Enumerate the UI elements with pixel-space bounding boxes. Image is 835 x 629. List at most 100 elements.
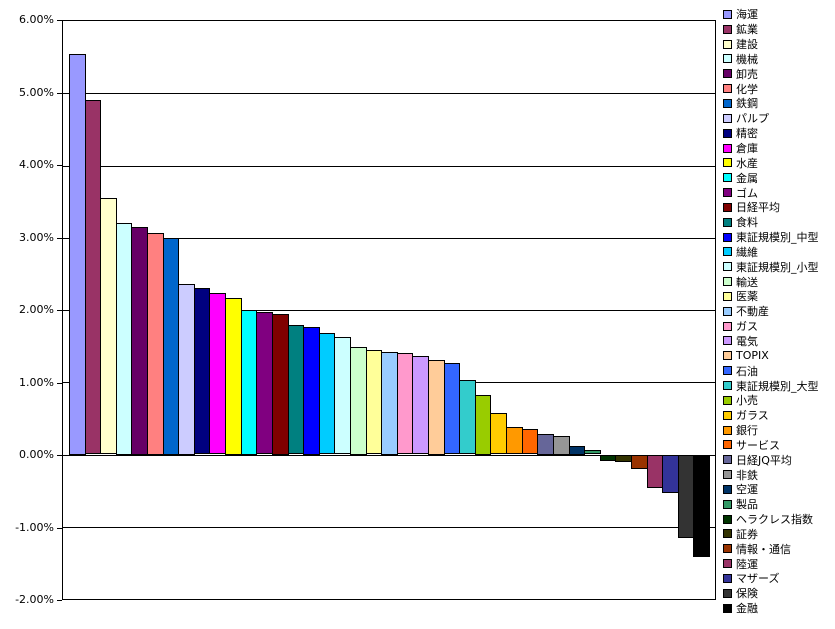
legend-item: パルプ <box>723 111 819 126</box>
bar <box>381 352 398 455</box>
legend-swatch-icon <box>723 306 732 316</box>
legend-swatch-icon <box>723 321 732 331</box>
legend-item: サービス <box>723 437 819 452</box>
legend-swatch-icon <box>723 336 732 346</box>
legend-label: 日経平均 <box>736 201 780 215</box>
y-axis-tick <box>57 528 62 529</box>
legend-swatch-icon <box>723 573 732 583</box>
legend-item: 金融 <box>723 601 819 616</box>
legend-swatch-icon <box>723 173 732 183</box>
gridline <box>63 238 715 239</box>
legend-label: 鉄鋼 <box>736 97 758 111</box>
legend-label: 繊維 <box>736 245 758 259</box>
legend-item: 日経平均 <box>723 200 819 215</box>
gridline <box>63 93 715 94</box>
legend-item: 東証規模別_小型 <box>723 259 819 274</box>
legend-item: 空運 <box>723 482 819 497</box>
legend-label: 東証規模別_大型 <box>736 379 819 393</box>
legend-label: 不動産 <box>736 305 769 319</box>
y-axis-label: 6.00% <box>19 13 54 26</box>
legend-swatch-icon <box>723 69 732 79</box>
bar <box>116 223 132 455</box>
legend-label: 日経JQ平均 <box>736 453 792 467</box>
plot-area <box>62 20 716 600</box>
legend-item: 医薬 <box>723 289 819 304</box>
y-axis-tick <box>57 383 62 384</box>
legend-label: 証券 <box>736 527 758 541</box>
legend-label: 倉庫 <box>736 142 758 156</box>
legend-label: 製品 <box>736 498 758 512</box>
gridline <box>63 310 715 311</box>
legend-label: 海運 <box>736 8 758 22</box>
legend-item: 輸送 <box>723 274 819 289</box>
legend-label: マザーズ <box>736 572 780 586</box>
legend-item: 機械 <box>723 52 819 67</box>
bar <box>163 238 179 455</box>
legend-label: 食料 <box>736 216 758 230</box>
legend-label: 保険 <box>736 587 758 601</box>
bar <box>662 455 679 493</box>
legend-swatch-icon <box>723 291 732 301</box>
y-axis-label: 2.00% <box>19 303 54 316</box>
bar <box>584 450 601 454</box>
legend-label: 水産 <box>736 156 758 170</box>
legend-swatch-icon <box>723 24 732 34</box>
legend-item: 鉱業 <box>723 22 819 37</box>
bar <box>350 347 367 455</box>
legend-item: 小売 <box>723 393 819 408</box>
legend-label: 化学 <box>736 82 758 96</box>
legend-swatch-icon <box>723 217 732 227</box>
bar <box>272 314 289 455</box>
bar <box>241 310 257 455</box>
legend-label: 医薬 <box>736 290 758 304</box>
legend-item: 石油 <box>723 363 819 378</box>
y-axis-label: 3.00% <box>19 231 54 244</box>
legend-label: 輸送 <box>736 275 758 289</box>
legend-swatch-icon <box>723 381 732 391</box>
legend-label: ガス <box>736 320 758 334</box>
bar <box>444 363 460 454</box>
legend-label: 銀行 <box>736 424 758 438</box>
gridline <box>63 527 715 528</box>
legend-item: ヘラクレス指数 <box>723 512 819 527</box>
bar <box>100 198 117 454</box>
legend-swatch-icon <box>723 188 732 198</box>
bar <box>397 353 413 454</box>
bar <box>537 434 554 455</box>
legend-item: 化学 <box>723 81 819 96</box>
legend-label: 卸売 <box>736 67 758 81</box>
legend-swatch-icon <box>723 588 732 598</box>
legend-label: 情報・通信 <box>736 542 791 556</box>
legend-item: 非鉄 <box>723 467 819 482</box>
bar <box>225 298 242 455</box>
y-axis-tick <box>57 238 62 239</box>
legend-item: 水産 <box>723 155 819 170</box>
legend-item: マザーズ <box>723 571 819 586</box>
legend-label: 精密 <box>736 127 758 141</box>
legend-item: 銀行 <box>723 423 819 438</box>
legend-swatch-icon <box>723 143 732 153</box>
gridline <box>63 166 715 167</box>
legend-item: 不動産 <box>723 304 819 319</box>
legend-label: 東証規模別_小型 <box>736 260 819 274</box>
y-axis-tick <box>57 455 62 456</box>
legend-item: 東証規模別_中型 <box>723 230 819 245</box>
legend-swatch-icon <box>723 514 732 524</box>
legend-label: 東証規模別_中型 <box>736 231 819 245</box>
legend-label: 電気 <box>736 334 758 348</box>
legend-item: 電気 <box>723 334 819 349</box>
legend-swatch-icon <box>723 232 732 242</box>
legend-label: 金融 <box>736 602 758 616</box>
legend-item: 保険 <box>723 586 819 601</box>
legend-item: 卸売 <box>723 66 819 81</box>
legend-label: サービス <box>736 438 780 452</box>
legend-swatch-icon <box>723 39 732 49</box>
legend-item: ゴム <box>723 185 819 200</box>
y-axis-label: 1.00% <box>19 376 54 389</box>
legend-swatch-icon <box>723 395 732 405</box>
bar <box>69 54 86 455</box>
legend-swatch-icon <box>723 128 732 138</box>
legend-swatch-icon <box>723 470 732 480</box>
bar <box>615 455 632 462</box>
legend: 海運 鉱業 建設 機械 卸売 化学 鉄鋼 パルプ 精密 倉庫 水産 金属 ゴム 日経平均 食料 東証規模別_中… <box>723 7 819 616</box>
